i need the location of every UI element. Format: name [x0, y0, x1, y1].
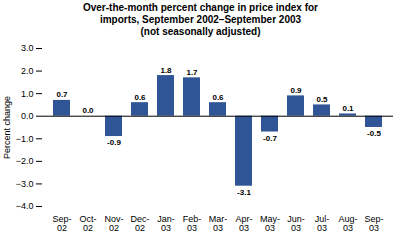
svg-text:2.0: 2.0	[21, 66, 34, 76]
svg-text:Nov-02: Nov-02	[104, 214, 123, 233]
svg-text:0.0: 0.0	[21, 111, 34, 121]
svg-text:3.0: 3.0	[21, 43, 34, 53]
svg-text:0.1: 0.1	[342, 104, 354, 113]
svg-text:1.0: 1.0	[21, 89, 34, 99]
svg-text:0.9: 0.9	[290, 86, 302, 95]
svg-text:Feb-03: Feb-03	[183, 214, 202, 233]
svg-text:−2.0: −2.0	[16, 156, 34, 166]
svg-text:1.7: 1.7	[186, 68, 198, 77]
svg-text:−3.0: −3.0	[16, 179, 34, 189]
svg-text:Jan-03: Jan-03	[157, 214, 175, 233]
svg-text:Jul-03: Jul-03	[315, 214, 330, 233]
svg-text:0.0: 0.0	[82, 106, 94, 115]
svg-text:-0.9: -0.9	[107, 138, 121, 147]
svg-text:0.6: 0.6	[134, 93, 146, 102]
svg-text:Apr-03: Apr-03	[235, 214, 252, 233]
svg-text:0.6: 0.6	[212, 93, 224, 102]
svg-text:Sep-03: Sep-03	[364, 214, 383, 233]
svg-text:−4.0: −4.0	[16, 201, 34, 211]
svg-text:−1.0: −1.0	[16, 134, 34, 144]
svg-text:-3.1: -3.1	[237, 188, 251, 197]
svg-text:0.7: 0.7	[56, 90, 68, 99]
svg-text:Aug-03: Aug-03	[338, 214, 357, 233]
svg-text:1.8: 1.8	[160, 66, 172, 75]
svg-text:Mar-03: Mar-03	[209, 214, 228, 233]
html-text:Over-the-month percent change: Over-the-month percent change in price i…	[83, 2, 318, 37]
svg-text:Jun-03: Jun-03	[287, 214, 305, 233]
svg-text:-0.7: -0.7	[263, 134, 277, 143]
svg-text:Dec-02: Dec-02	[130, 214, 149, 233]
svg-text:Sep-02: Sep-02	[52, 214, 71, 233]
svg-text:0.5: 0.5	[316, 95, 328, 104]
svg-text:Oct-02: Oct-02	[80, 214, 97, 233]
svg-text:Percent change: Percent change	[2, 96, 12, 159]
svg-text:-0.5: -0.5	[367, 129, 381, 138]
svg-text:May-03: May-03	[260, 214, 280, 233]
